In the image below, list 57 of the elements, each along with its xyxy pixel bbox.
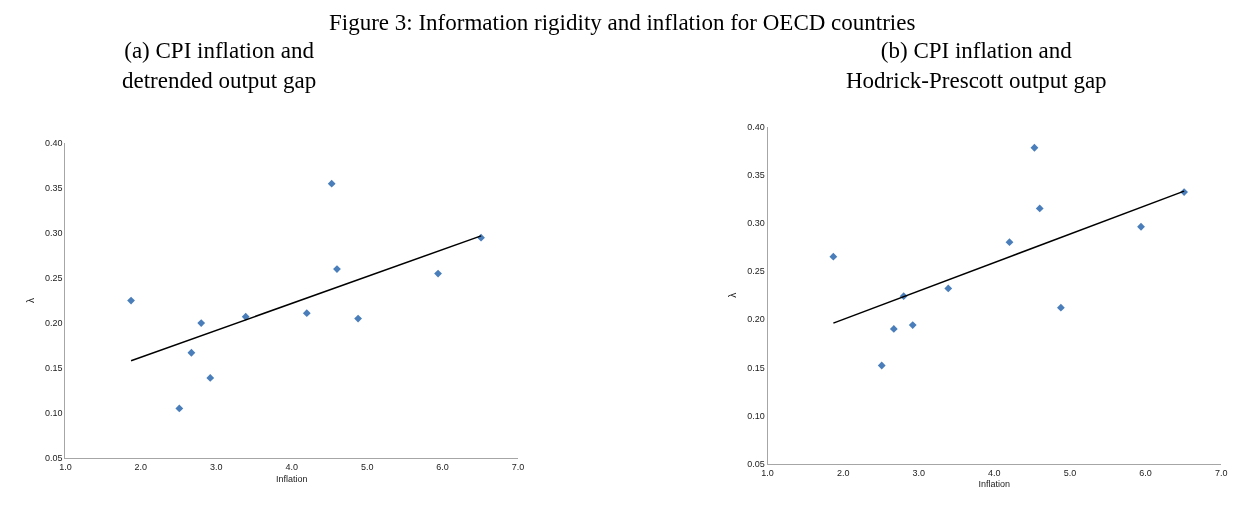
point	[1005, 238, 1014, 247]
point	[206, 374, 215, 382]
point	[327, 179, 336, 188]
point	[175, 404, 184, 413]
x-tick-label: 3.0	[912, 467, 926, 478]
x-tick-label: 6.0	[436, 461, 449, 472]
point	[1035, 204, 1044, 213]
y-axis-title: λ	[727, 292, 739, 298]
x-tick-label: 1.0	[59, 461, 72, 472]
point	[354, 314, 362, 323]
y-tick-label: 0.40	[45, 138, 63, 149]
point	[333, 265, 341, 274]
x-tick-label: 1.0	[761, 467, 774, 478]
y-tick-label: 0.35	[747, 169, 765, 180]
y-tick-label: 0.40	[747, 121, 765, 132]
y-tick-label: 0.05	[45, 453, 63, 464]
point	[187, 348, 196, 357]
y-tick-label: 0.30	[747, 218, 765, 229]
x-tick-label: 4.0	[988, 467, 1001, 478]
x-tick-label: 5.0	[360, 461, 374, 472]
point	[197, 319, 206, 327]
point	[829, 252, 838, 261]
y-axis-title: λ	[25, 298, 37, 304]
x-axis-title: Inflation	[275, 473, 308, 484]
point	[1056, 303, 1065, 312]
y-tick-label: 0.35	[45, 183, 63, 194]
x-tick-label: 5.0	[1063, 467, 1077, 478]
chart-title: (a) CPI inflation and detrended output gap	[122, 38, 317, 93]
x-tick-label: 6.0	[1139, 467, 1152, 478]
y-tick-label: 0.05	[747, 458, 765, 469]
x-tick-label: 7.0	[1214, 467, 1228, 478]
y-tick-label: 0.25	[45, 273, 63, 284]
y-tick-label: 0.20	[45, 318, 63, 329]
point	[944, 284, 953, 293]
y-tick-label: 0.15	[747, 362, 765, 373]
point	[434, 269, 442, 278]
point	[889, 325, 898, 333]
y-tick-label: 0.25	[747, 266, 765, 277]
point	[1030, 143, 1039, 152]
chart-title: (b) CPI inflation and Hodrick-Prescott output gap	[846, 38, 1107, 93]
y-tick-label: 0.15	[45, 363, 63, 374]
y-tick-label: 0.20	[747, 314, 765, 325]
x-tick-label: 2.0	[134, 461, 148, 472]
x-axis-title: Inflation	[978, 479, 1011, 490]
point	[302, 309, 311, 318]
x-tick-label: 4.0	[285, 461, 298, 472]
point	[1137, 222, 1145, 231]
x-tick-label: 2.0	[836, 467, 850, 478]
x-tick-label: 7.0	[511, 461, 525, 472]
y-tick-label: 0.30	[45, 228, 63, 239]
y-tick-label: 0.10	[45, 408, 63, 419]
x-tick-label: 3.0	[210, 461, 223, 472]
point	[908, 321, 917, 329]
y-tick-label: 0.10	[747, 410, 765, 421]
point	[877, 361, 886, 370]
caption: Figure 3: Information rigidity and inflation for OECD countries	[329, 10, 916, 35]
point	[127, 296, 135, 305]
